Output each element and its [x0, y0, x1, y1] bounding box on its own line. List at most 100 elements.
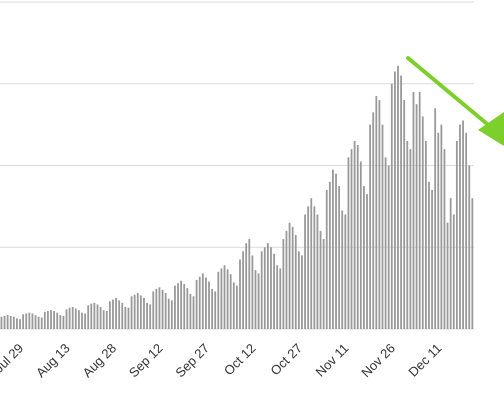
arrow-shaft	[406, 56, 494, 130]
bar	[47, 311, 49, 329]
bar	[87, 305, 90, 329]
bar	[121, 302, 124, 329]
bar	[43, 311, 46, 329]
bar	[81, 312, 83, 329]
bar	[180, 280, 183, 329]
bar	[245, 243, 248, 329]
bar	[229, 274, 232, 329]
bar	[372, 112, 375, 329]
bar	[338, 185, 341, 329]
bar	[56, 312, 59, 329]
bar	[214, 291, 217, 329]
bar	[381, 124, 384, 329]
bars	[0, 65, 474, 330]
bar	[301, 255, 303, 329]
bar	[239, 259, 241, 329]
bar	[251, 255, 254, 329]
bar	[387, 165, 390, 329]
bar	[152, 291, 155, 329]
bar	[248, 239, 251, 329]
bar	[102, 310, 105, 329]
bar	[390, 83, 393, 329]
bar	[62, 315, 65, 329]
bar	[6, 315, 9, 329]
bar	[12, 316, 15, 329]
bar	[465, 132, 468, 329]
bar	[136, 293, 139, 329]
grid	[0, 1, 474, 330]
bar	[105, 311, 108, 329]
bar	[201, 273, 204, 329]
bar	[266, 243, 269, 329]
x-tick-label: Sep 27	[172, 341, 212, 381]
bar	[288, 222, 291, 329]
bar	[40, 317, 43, 329]
bar	[452, 214, 455, 329]
bar	[74, 308, 77, 329]
bar	[443, 149, 446, 329]
bar	[310, 198, 313, 329]
bar	[174, 285, 176, 329]
bar	[378, 100, 381, 329]
bar	[366, 194, 368, 329]
bar	[0, 316, 3, 329]
bar	[158, 287, 161, 329]
x-tick-label: Nov 26	[358, 341, 398, 381]
bar	[183, 284, 186, 329]
bar	[71, 306, 74, 329]
bar	[397, 65, 399, 329]
bar	[319, 230, 322, 329]
bar	[146, 302, 148, 329]
bar	[164, 293, 167, 329]
bar	[84, 313, 86, 329]
bar	[394, 71, 396, 330]
bar	[223, 265, 226, 329]
bar	[406, 140, 409, 329]
bar	[257, 273, 260, 329]
bar	[50, 310, 52, 329]
bar	[242, 251, 244, 329]
bar	[112, 299, 114, 329]
bar	[19, 319, 21, 329]
bar	[96, 304, 99, 329]
bar	[347, 157, 350, 329]
bar	[363, 185, 365, 329]
bar	[192, 296, 195, 329]
bar	[316, 214, 319, 329]
bar	[270, 247, 272, 329]
bar	[282, 239, 285, 329]
bar	[353, 140, 356, 329]
bar	[155, 288, 158, 329]
bar	[403, 100, 406, 329]
bar	[409, 149, 412, 329]
bar	[22, 314, 25, 329]
bar	[232, 282, 235, 329]
x-tick-label: Aug 13	[33, 341, 73, 381]
bar	[260, 251, 263, 329]
bar	[205, 277, 207, 329]
bar	[285, 230, 288, 329]
bar	[415, 104, 418, 329]
bar	[9, 315, 12, 329]
bar	[198, 276, 201, 329]
bar	[124, 306, 127, 329]
bar	[208, 281, 210, 329]
x-axis-labels: Jul 29 Aug 13 Aug 28 Sep 12 Sep 27 Oct 12 Oct …	[0, 341, 444, 381]
bar	[133, 294, 136, 329]
bar	[322, 239, 325, 329]
bar	[127, 307, 130, 329]
bar	[325, 190, 328, 329]
bar	[276, 265, 279, 329]
bar	[307, 206, 310, 329]
bar	[186, 288, 189, 329]
bar	[412, 91, 415, 329]
bar	[189, 293, 192, 329]
bar	[161, 289, 164, 329]
x-tick-label: Oct 27	[267, 341, 305, 379]
bar	[93, 302, 96, 329]
bar	[167, 298, 170, 329]
bar	[177, 283, 179, 329]
bar	[16, 318, 18, 329]
